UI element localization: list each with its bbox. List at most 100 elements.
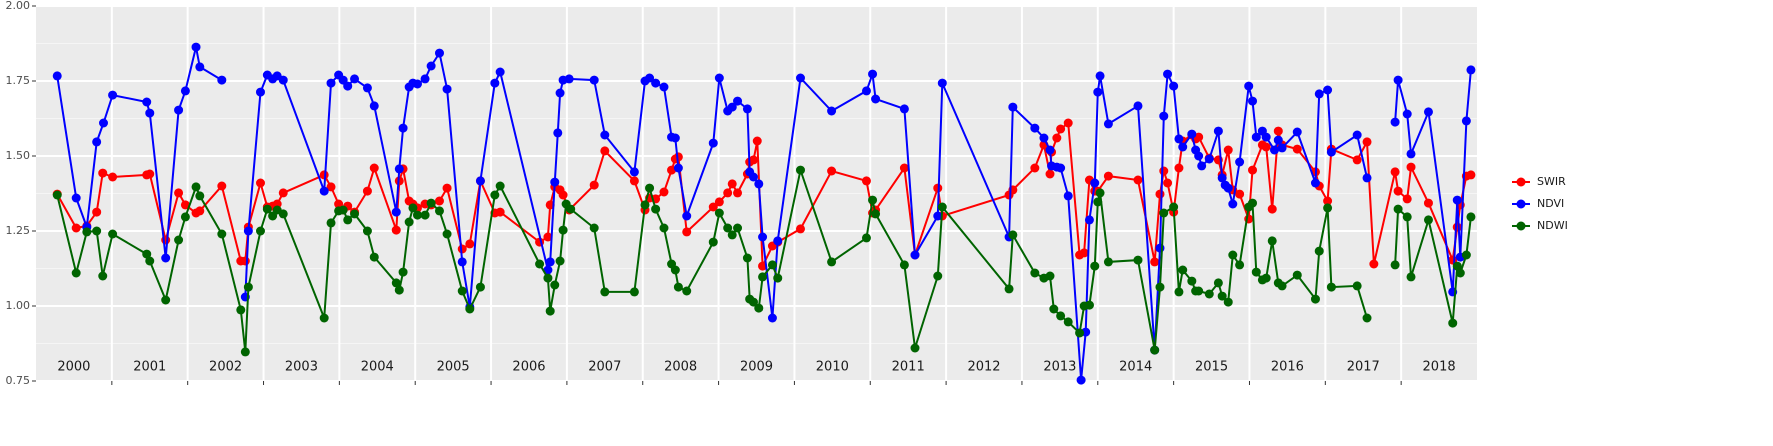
point — [1178, 142, 1188, 152]
point — [174, 235, 184, 245]
point — [82, 227, 92, 237]
year-label: 2006 — [512, 360, 545, 375]
point — [629, 287, 639, 297]
point — [550, 177, 560, 187]
point — [369, 252, 379, 262]
y-tick-label: 1.75 — [6, 74, 31, 87]
point — [161, 253, 171, 263]
point — [767, 260, 777, 270]
point — [748, 155, 758, 165]
point — [1213, 126, 1223, 136]
point — [1030, 163, 1040, 173]
year-label: 2008 — [664, 360, 697, 375]
point — [1228, 199, 1238, 209]
point — [1466, 212, 1476, 222]
point — [733, 223, 743, 233]
point — [343, 215, 353, 225]
point — [1045, 145, 1055, 155]
point — [600, 287, 610, 297]
point — [1310, 178, 1320, 188]
point — [391, 207, 401, 217]
point — [1323, 203, 1333, 213]
year-label: 2012 — [967, 360, 1000, 375]
point — [98, 168, 108, 178]
point — [1352, 155, 1362, 165]
point — [1466, 65, 1476, 75]
point — [1223, 297, 1233, 307]
point — [145, 169, 155, 179]
point — [1244, 81, 1254, 91]
point — [629, 167, 639, 177]
point — [651, 204, 661, 214]
point — [326, 78, 336, 88]
year-label: 2016 — [1271, 360, 1304, 375]
year-label: 2005 — [437, 360, 470, 375]
point — [457, 286, 467, 296]
point — [442, 84, 452, 94]
point — [1103, 119, 1113, 129]
point — [795, 165, 805, 175]
point — [142, 249, 152, 259]
point — [1103, 171, 1113, 181]
point — [555, 88, 565, 98]
point — [1402, 109, 1412, 119]
point — [191, 42, 201, 52]
point — [1194, 132, 1204, 142]
point — [742, 104, 752, 114]
point — [1084, 215, 1094, 225]
point — [1235, 260, 1245, 270]
point — [362, 226, 372, 236]
legend-marker — [1516, 177, 1526, 187]
point — [145, 108, 155, 118]
point — [861, 86, 871, 96]
point — [733, 96, 743, 106]
point — [1133, 101, 1143, 111]
point — [748, 172, 758, 182]
point — [899, 260, 909, 270]
point — [1079, 248, 1089, 258]
point — [1004, 284, 1014, 294]
point — [457, 257, 467, 267]
point — [795, 224, 805, 234]
point — [1402, 212, 1412, 222]
point — [899, 104, 909, 114]
point — [1217, 291, 1227, 301]
point — [434, 196, 444, 206]
point — [714, 73, 724, 83]
point — [98, 271, 108, 281]
point — [236, 305, 246, 315]
legend-marker — [1516, 199, 1526, 209]
point — [1248, 165, 1258, 175]
point — [338, 205, 348, 215]
point — [442, 183, 452, 193]
point — [1423, 107, 1433, 117]
point — [1393, 75, 1403, 85]
point — [394, 164, 404, 174]
point — [754, 179, 764, 189]
point — [682, 286, 692, 296]
point — [1049, 304, 1059, 314]
point — [362, 83, 372, 93]
point — [180, 200, 190, 210]
point — [1406, 149, 1416, 159]
point — [142, 97, 152, 107]
point — [827, 166, 837, 176]
point — [640, 200, 650, 210]
point — [1030, 123, 1040, 133]
point — [92, 207, 102, 217]
point — [767, 313, 777, 323]
point — [937, 202, 947, 212]
point — [1390, 167, 1400, 177]
point — [398, 123, 408, 133]
point — [1455, 268, 1465, 278]
point — [426, 198, 436, 208]
point — [1310, 294, 1320, 304]
point — [827, 106, 837, 116]
point — [490, 190, 500, 200]
point — [600, 146, 610, 156]
point — [1362, 313, 1372, 323]
point — [1093, 197, 1103, 207]
y-tick-label: 0.75 — [6, 374, 31, 387]
point — [1163, 69, 1173, 79]
